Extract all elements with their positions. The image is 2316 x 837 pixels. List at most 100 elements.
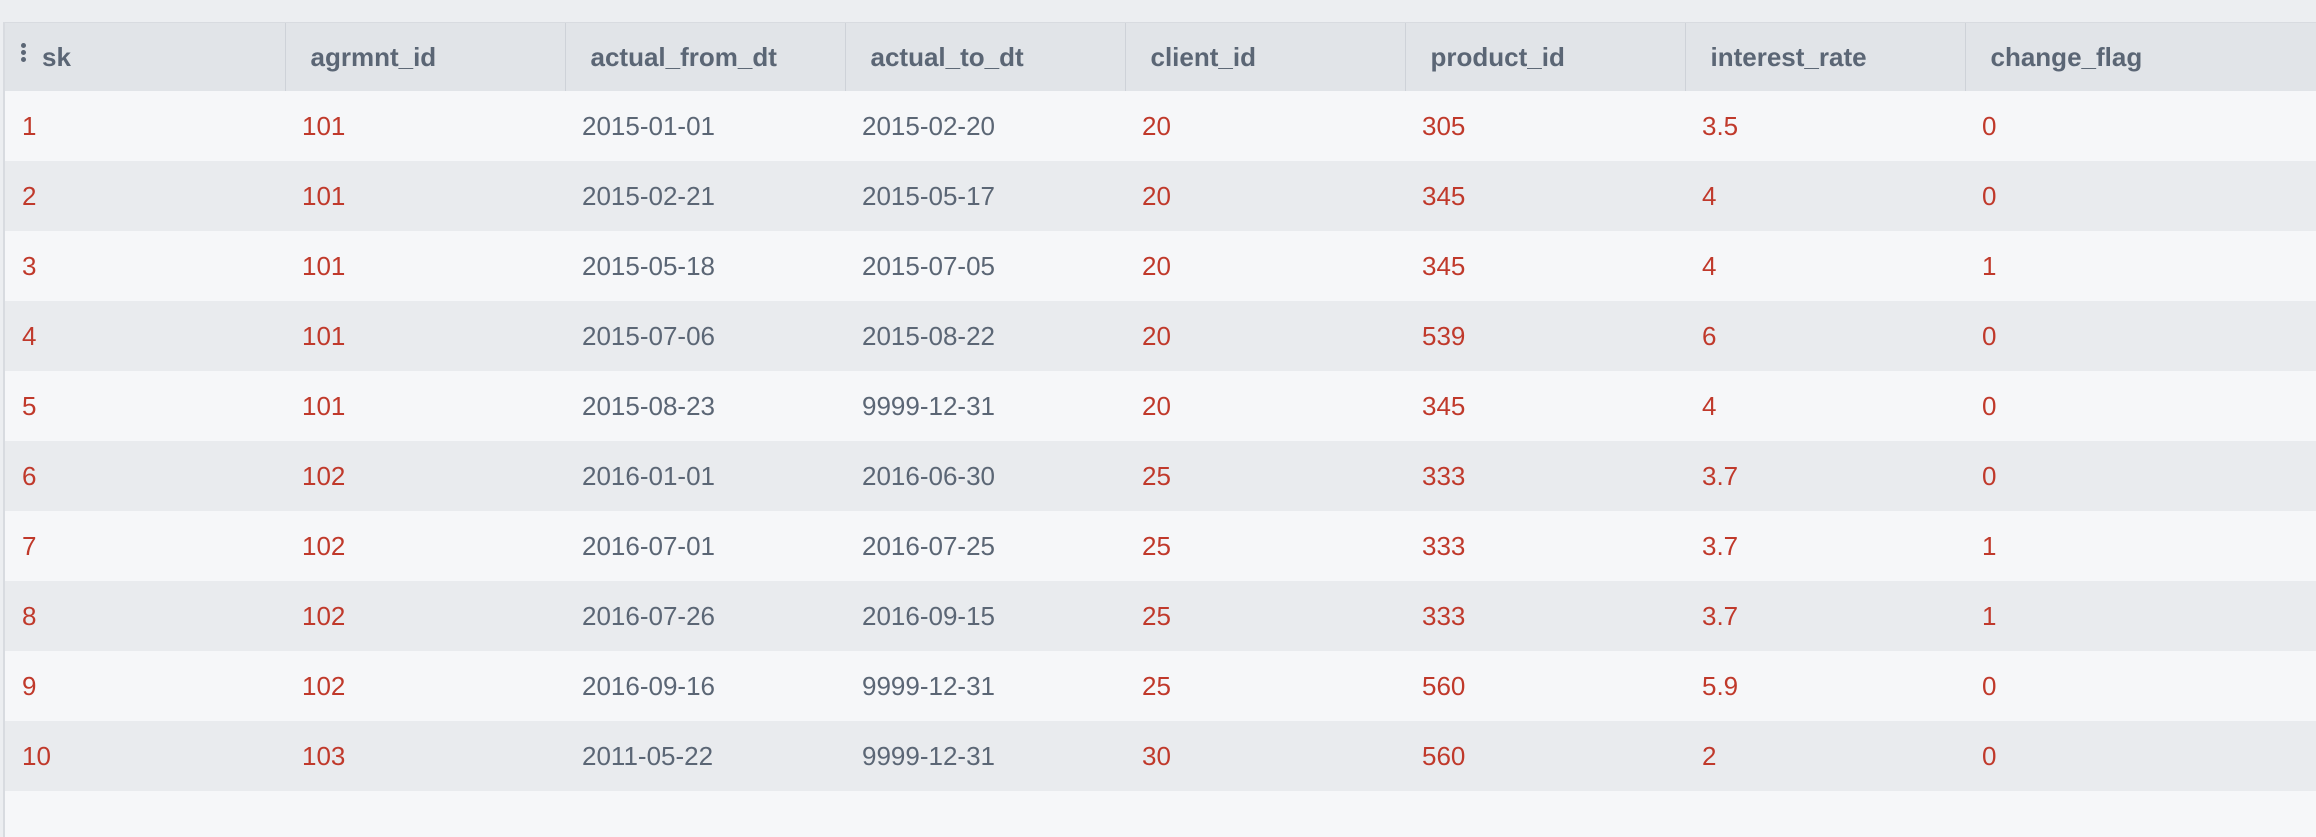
- cell-sk[interactable]: 3: [5, 231, 285, 301]
- column-header-client-id[interactable]: client_id: [1125, 23, 1406, 91]
- cell-client-id[interactable]: 20: [1125, 161, 1405, 231]
- table-row[interactable]: 8 102 2016-07-26 2016-09-15 25 333 3.7 1: [5, 581, 2316, 651]
- cell-change-flag[interactable]: 1: [1965, 231, 2316, 301]
- cell-client-id[interactable]: 25: [1125, 581, 1405, 651]
- cell-product-id[interactable]: 560: [1405, 721, 1685, 791]
- cell-product-id[interactable]: 345: [1405, 371, 1685, 441]
- cell-actual-from-dt[interactable]: 2015-01-01: [565, 91, 845, 161]
- cell-actual-from-dt[interactable]: 2016-07-26: [565, 581, 845, 651]
- cell-change-flag[interactable]: 0: [1965, 161, 2316, 231]
- cell-interest-rate[interactable]: 6: [1685, 301, 1965, 371]
- cell-agrmnt-id[interactable]: 103: [285, 721, 565, 791]
- table-header: sk agrmnt_id actual_from_dt actual_to_dt…: [5, 23, 2316, 91]
- table-row[interactable]: 2 101 2015-02-21 2015-05-17 20 345 4 0: [5, 161, 2316, 231]
- cell-interest-rate[interactable]: 5.9: [1685, 651, 1965, 721]
- cell-actual-to-dt[interactable]: 2016-07-25: [845, 511, 1125, 581]
- cell-actual-from-dt[interactable]: 2015-07-06: [565, 301, 845, 371]
- cell-change-flag[interactable]: 0: [1965, 721, 2316, 791]
- cell-change-flag[interactable]: 1: [1965, 581, 2316, 651]
- cell-interest-rate[interactable]: 4: [1685, 161, 1965, 231]
- cell-client-id[interactable]: 25: [1125, 511, 1405, 581]
- table-row[interactable]: 1 101 2015-01-01 2015-02-20 20 305 3.5 0: [5, 91, 2316, 161]
- cell-agrmnt-id[interactable]: 101: [285, 91, 565, 161]
- cell-actual-to-dt[interactable]: 9999-12-31: [845, 371, 1125, 441]
- cell-interest-rate[interactable]: 4: [1685, 231, 1965, 301]
- cell-sk[interactable]: 8: [5, 581, 285, 651]
- cell-interest-rate[interactable]: 3.7: [1685, 581, 1965, 651]
- cell-agrmnt-id[interactable]: 102: [285, 651, 565, 721]
- column-header-sk[interactable]: sk: [5, 23, 286, 91]
- cell-actual-to-dt[interactable]: 9999-12-31: [845, 651, 1125, 721]
- cell-actual-to-dt[interactable]: 2015-02-20: [845, 91, 1125, 161]
- cell-sk[interactable]: 2: [5, 161, 285, 231]
- cell-client-id[interactable]: 20: [1125, 371, 1405, 441]
- cell-interest-rate[interactable]: 2: [1685, 721, 1965, 791]
- cell-agrmnt-id[interactable]: 102: [285, 581, 565, 651]
- cell-sk[interactable]: 9: [5, 651, 285, 721]
- cell-actual-from-dt[interactable]: 2015-05-18: [565, 231, 845, 301]
- cell-sk[interactable]: 6: [5, 441, 285, 511]
- table-row[interactable]: 5 101 2015-08-23 9999-12-31 20 345 4 0: [5, 371, 2316, 441]
- cell-actual-to-dt[interactable]: 2015-07-05: [845, 231, 1125, 301]
- cell-agrmnt-id[interactable]: 101: [285, 161, 565, 231]
- cell-client-id[interactable]: 25: [1125, 441, 1405, 511]
- cell-change-flag[interactable]: 0: [1965, 651, 2316, 721]
- column-header-change-flag[interactable]: change_flag: [1965, 23, 2316, 91]
- column-header-actual-to-dt[interactable]: actual_to_dt: [845, 23, 1126, 91]
- cell-sk[interactable]: 5: [5, 371, 285, 441]
- cell-change-flag[interactable]: 0: [1965, 91, 2316, 161]
- cell-sk[interactable]: 7: [5, 511, 285, 581]
- column-header-agrmnt-id[interactable]: agrmnt_id: [285, 23, 566, 91]
- cell-interest-rate[interactable]: 3.7: [1685, 511, 1965, 581]
- cell-client-id[interactable]: 20: [1125, 301, 1405, 371]
- cell-agrmnt-id[interactable]: 101: [285, 231, 565, 301]
- cell-actual-to-dt[interactable]: 9999-12-31: [845, 721, 1125, 791]
- vertical-dots-icon[interactable]: [21, 41, 26, 64]
- cell-product-id[interactable]: 333: [1405, 441, 1685, 511]
- cell-interest-rate[interactable]: 3.5: [1685, 91, 1965, 161]
- cell-change-flag[interactable]: 0: [1965, 371, 2316, 441]
- cell-sk[interactable]: 4: [5, 301, 285, 371]
- cell-product-id[interactable]: 539: [1405, 301, 1685, 371]
- cell-client-id[interactable]: 20: [1125, 91, 1405, 161]
- cell-actual-from-dt[interactable]: 2016-07-01: [565, 511, 845, 581]
- cell-actual-from-dt[interactable]: 2015-08-23: [565, 371, 845, 441]
- cell-actual-from-dt[interactable]: 2011-05-22: [565, 721, 845, 791]
- cell-interest-rate[interactable]: 4: [1685, 371, 1965, 441]
- cell-client-id[interactable]: 20: [1125, 231, 1405, 301]
- cell-product-id[interactable]: 345: [1405, 161, 1685, 231]
- cell-product-id[interactable]: 305: [1405, 91, 1685, 161]
- table-row[interactable]: 3 101 2015-05-18 2015-07-05 20 345 4 1: [5, 231, 2316, 301]
- cell-agrmnt-id[interactable]: 101: [285, 301, 565, 371]
- cell-agrmnt-id[interactable]: 101: [285, 371, 565, 441]
- table-row[interactable]: 4 101 2015-07-06 2015-08-22 20 539 6 0: [5, 301, 2316, 371]
- cell-product-id[interactable]: 333: [1405, 511, 1685, 581]
- cell-agrmnt-id[interactable]: 102: [285, 511, 565, 581]
- table-row[interactable]: 6 102 2016-01-01 2016-06-30 25 333 3.7 0: [5, 441, 2316, 511]
- cell-actual-from-dt[interactable]: 2016-01-01: [565, 441, 845, 511]
- cell-change-flag[interactable]: 0: [1965, 301, 2316, 371]
- cell-sk[interactable]: 1: [5, 91, 285, 161]
- cell-agrmnt-id[interactable]: 102: [285, 441, 565, 511]
- cell-product-id[interactable]: 560: [1405, 651, 1685, 721]
- cell-actual-to-dt[interactable]: 2015-05-17: [845, 161, 1125, 231]
- cell-sk[interactable]: 10: [5, 721, 285, 791]
- cell-client-id[interactable]: 30: [1125, 721, 1405, 791]
- cell-change-flag[interactable]: 1: [1965, 511, 2316, 581]
- column-header-product-id[interactable]: product_id: [1405, 23, 1686, 91]
- cell-product-id[interactable]: 333: [1405, 581, 1685, 651]
- cell-client-id[interactable]: 25: [1125, 651, 1405, 721]
- cell-actual-from-dt[interactable]: 2015-02-21: [565, 161, 845, 231]
- column-header-actual-from-dt[interactable]: actual_from_dt: [565, 23, 846, 91]
- cell-actual-to-dt[interactable]: 2016-06-30: [845, 441, 1125, 511]
- table-row[interactable]: 9 102 2016-09-16 9999-12-31 25 560 5.9 0: [5, 651, 2316, 721]
- cell-actual-to-dt[interactable]: 2016-09-15: [845, 581, 1125, 651]
- table-row[interactable]: 10 103 2011-05-22 9999-12-31 30 560 2 0: [5, 721, 2316, 791]
- cell-change-flag[interactable]: 0: [1965, 441, 2316, 511]
- cell-actual-from-dt[interactable]: 2016-09-16: [565, 651, 845, 721]
- cell-product-id[interactable]: 345: [1405, 231, 1685, 301]
- column-header-interest-rate[interactable]: interest_rate: [1685, 23, 1966, 91]
- cell-interest-rate[interactable]: 3.7: [1685, 441, 1965, 511]
- table-row[interactable]: 7 102 2016-07-01 2016-07-25 25 333 3.7 1: [5, 511, 2316, 581]
- cell-actual-to-dt[interactable]: 2015-08-22: [845, 301, 1125, 371]
